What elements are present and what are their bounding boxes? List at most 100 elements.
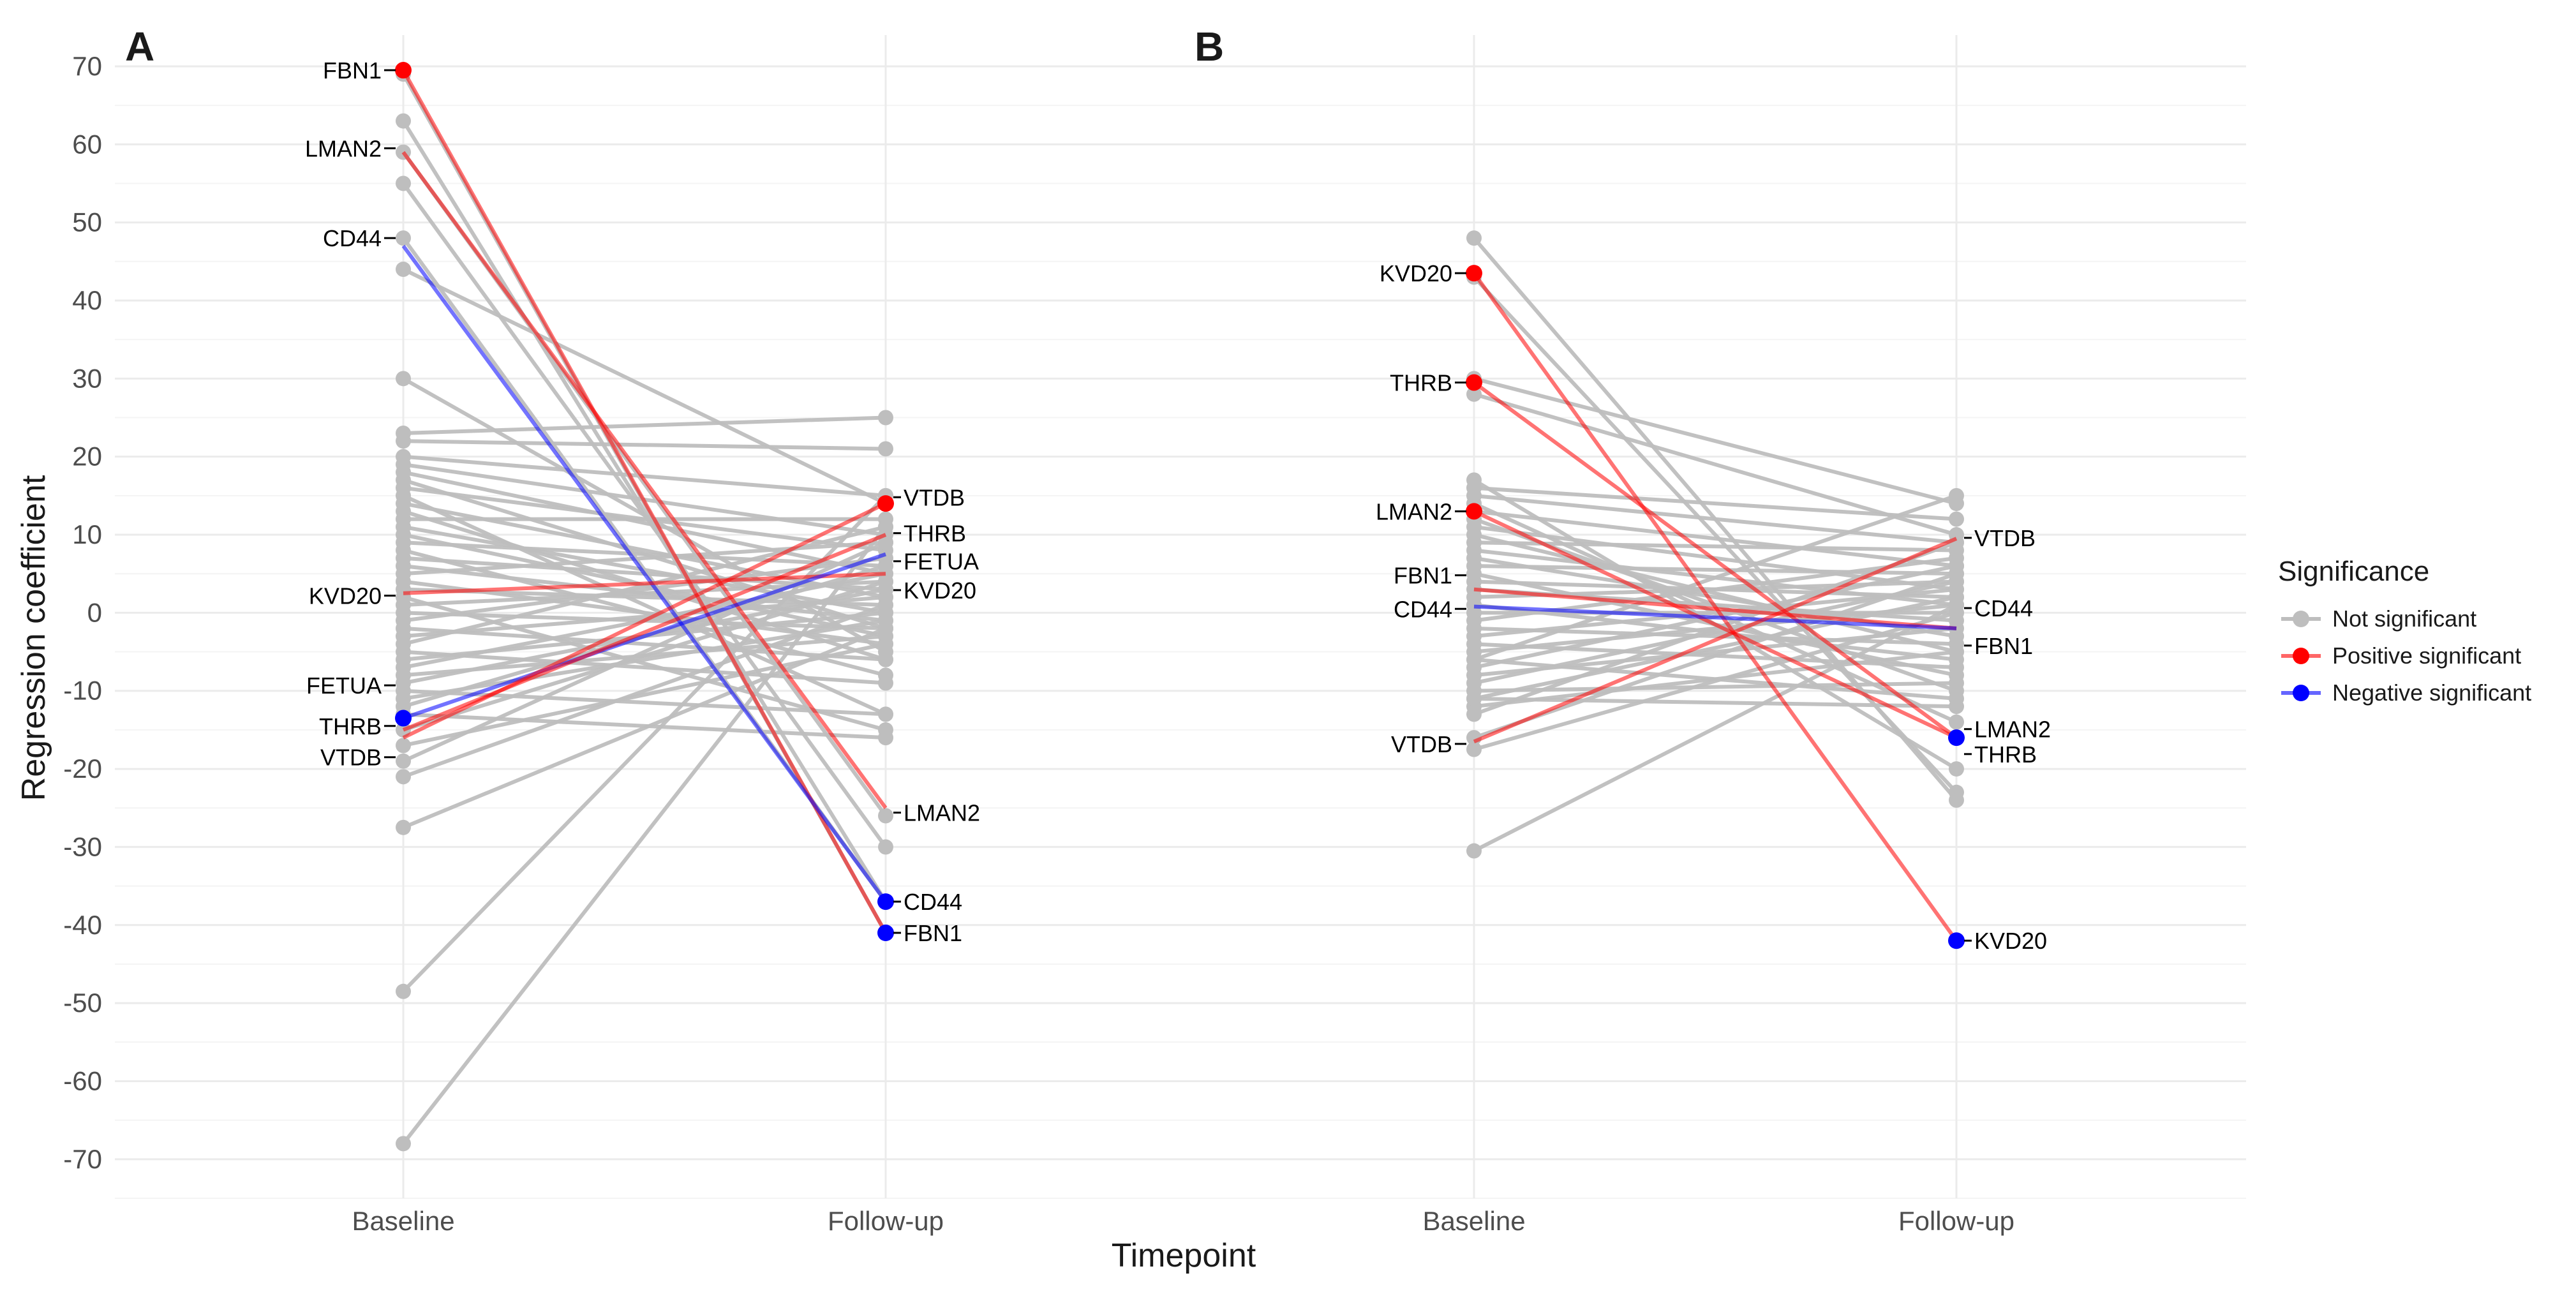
gene-label-vtdb-baseline: VTDB — [320, 745, 382, 771]
point-fetua-significant — [395, 710, 412, 727]
gene-label-fbn1-followup: FBN1 — [1974, 633, 2033, 659]
series-line-fbn1 — [401, 69, 888, 934]
series-line-not-significant — [1473, 696, 1957, 709]
series-line-not-significant — [403, 626, 886, 662]
series-line-kvd20 — [1472, 272, 1958, 942]
series-line-not-significant — [1473, 392, 1957, 537]
gene-label-fbn1-baseline: FBN1 — [1394, 563, 1452, 589]
gene-label-kvd20-followup: KVD20 — [904, 577, 976, 604]
x-tick-label-baseline: Baseline — [352, 1206, 454, 1236]
gene-label-vtdb-followup: VTDB — [904, 484, 965, 510]
series-line-not-significant — [403, 579, 886, 732]
point-not-significant — [1949, 487, 1964, 503]
series-line-not-significant — [1473, 509, 1957, 568]
point-not-significant — [878, 636, 893, 652]
gene-label-thrb-followup: THRB — [1974, 741, 2037, 768]
y-tick-label: 10 — [72, 519, 102, 549]
legend-title: Significance — [2278, 556, 2429, 587]
y-tick-label: 50 — [72, 207, 102, 237]
series-line-not-significant — [1473, 595, 1957, 701]
point-lman2-significant — [1466, 503, 1482, 520]
point-thrb-significant — [1466, 374, 1482, 391]
point-not-significant — [878, 651, 893, 667]
y-tick-label: 20 — [72, 442, 102, 472]
gene-label-cd44-baseline: CD44 — [1394, 596, 1452, 622]
series-line-not-significant — [402, 267, 887, 505]
gene-label-kvd20-baseline: KVD20 — [309, 583, 382, 609]
y-tick-label: 30 — [72, 363, 102, 393]
gene-label-fbn1-baseline: FBN1 — [323, 57, 382, 84]
legend-key-point — [2293, 611, 2309, 627]
point-not-significant — [1949, 714, 1964, 730]
point-not-significant — [1949, 644, 1964, 660]
point-not-significant — [878, 535, 893, 551]
series-line-not-significant — [401, 525, 888, 1145]
gene-label-fbn1-followup: FBN1 — [904, 920, 962, 946]
legend-key-point — [2293, 685, 2309, 701]
point-not-significant — [396, 983, 411, 999]
point-not-significant — [396, 433, 411, 449]
point-not-significant — [878, 730, 893, 746]
series-line-not-significant — [1473, 494, 1957, 662]
legend-item-label: Negative significant — [2332, 680, 2531, 706]
point-not-significant — [878, 410, 893, 426]
series-line-not-significant — [403, 524, 886, 615]
y-tick-label: -10 — [63, 676, 102, 706]
point-not-significant — [878, 675, 893, 691]
gene-label-cd44-baseline: CD44 — [323, 225, 382, 251]
point-lman2-significant — [1948, 729, 1965, 747]
point-not-significant — [396, 738, 411, 754]
y-tick-label: -50 — [63, 988, 102, 1018]
point-not-significant — [1466, 741, 1482, 757]
y-tick-label: -30 — [63, 831, 102, 861]
series-line-not-significant — [403, 595, 886, 732]
series-line-not-significant — [403, 415, 886, 435]
series-line-kvd20 — [403, 572, 886, 595]
point-not-significant — [878, 706, 893, 722]
legend-key-point — [2293, 648, 2309, 664]
series-line-not-significant — [1473, 376, 1957, 505]
point-not-significant — [1466, 690, 1482, 706]
panel-letter-B: B — [1195, 24, 1224, 70]
gene-label-cd44-followup: CD44 — [1974, 595, 2033, 621]
series-line-not-significant — [403, 524, 886, 646]
series-line-lman2 — [401, 151, 888, 810]
gene-label-lman2-followup: LMAN2 — [904, 800, 980, 826]
point-not-significant — [1949, 660, 1964, 676]
point-not-significant — [396, 230, 411, 246]
series-line-not-significant — [1473, 681, 1957, 693]
point-not-significant — [1466, 230, 1482, 246]
point-cd44-significant — [877, 893, 894, 911]
point-not-significant — [1949, 511, 1964, 527]
series-line-not-significant — [1473, 533, 1957, 654]
point-not-significant — [396, 1136, 411, 1152]
gene-label-lman2-followup: LMAN2 — [1974, 717, 2051, 743]
point-fbn1-significant — [395, 62, 412, 79]
point-not-significant — [1466, 843, 1482, 859]
point-not-significant — [1949, 761, 1964, 777]
gene-label-kvd20-baseline: KVD20 — [1380, 260, 1452, 286]
point-not-significant — [878, 441, 893, 457]
series-line-not-significant — [401, 120, 888, 903]
panel-letter-A: A — [125, 24, 154, 70]
point-not-significant — [396, 819, 411, 835]
y-tick-label: -40 — [63, 910, 102, 940]
point-not-significant — [878, 839, 893, 855]
series-line-fbn1 — [1473, 587, 1957, 630]
gene-label-lman2-baseline: LMAN2 — [305, 135, 382, 161]
y-tick-label: -60 — [63, 1066, 102, 1096]
gene-label-fetua-followup: FETUA — [904, 549, 979, 575]
x-axis-title: Timepoint — [1112, 1237, 1256, 1274]
point-not-significant — [396, 262, 411, 278]
series-line-not-significant — [403, 650, 886, 685]
series-line-not-significant — [1473, 603, 1958, 853]
series-line-not-significant — [1473, 493, 1957, 545]
point-not-significant — [396, 769, 411, 785]
gene-label-vtdb-baseline: VTDB — [1391, 731, 1452, 757]
series-line-not-significant — [402, 627, 887, 829]
point-not-significant — [1949, 699, 1964, 715]
series-line-not-significant — [403, 579, 886, 607]
series-line-vtdb — [1473, 537, 1958, 744]
point-not-significant — [396, 753, 411, 769]
